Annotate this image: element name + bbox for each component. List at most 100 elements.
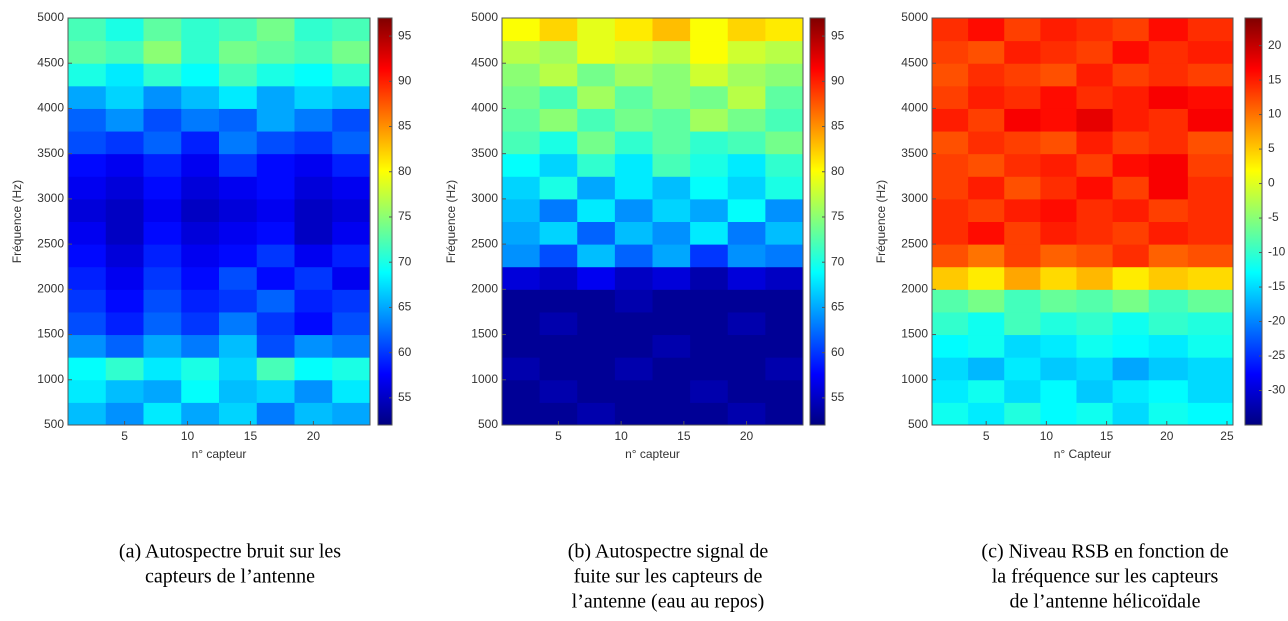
heatmap-cell xyxy=(68,176,107,200)
heatmap-cell xyxy=(727,63,766,87)
heatmap-cell xyxy=(1148,176,1189,200)
heatmap-cell xyxy=(332,379,371,403)
heatmap-cell xyxy=(219,311,258,336)
caption-line: (c) Niveau RSB en fonction de xyxy=(981,541,1228,563)
heatmap-cell xyxy=(143,85,182,109)
heatmap-cell xyxy=(219,244,258,268)
heatmap-cell xyxy=(690,85,729,109)
heatmap-cell xyxy=(968,289,1005,313)
heatmap-cell xyxy=(1187,153,1234,177)
heatmap-cell xyxy=(1112,266,1150,290)
heatmap-cell xyxy=(932,63,969,87)
heatmap-cell xyxy=(577,289,616,313)
heatmap-cell xyxy=(332,357,371,381)
heatmap-cell xyxy=(765,334,804,358)
heatmap-cell xyxy=(219,379,258,403)
heatmap-cell xyxy=(105,266,144,290)
heatmap-cell xyxy=(294,289,333,313)
heatmap-cell xyxy=(1112,18,1150,42)
heatmap-cell xyxy=(539,198,578,222)
heatmap-cell xyxy=(143,18,182,42)
heatmap-cell xyxy=(1004,221,1041,245)
heatmap-cell xyxy=(256,357,295,381)
heatmap-cell xyxy=(1076,311,1114,336)
heatmap-cell xyxy=(652,266,691,290)
heatmap-cell xyxy=(1004,244,1041,268)
heatmap-cell xyxy=(1076,153,1114,177)
heatmap-cell xyxy=(181,334,220,358)
heatmap-cell xyxy=(143,402,182,426)
heatmap-cell xyxy=(968,244,1005,268)
heatmap-cell xyxy=(727,85,766,109)
heatmap-cell xyxy=(1076,402,1114,426)
heatmap-cell xyxy=(1187,244,1234,268)
caption-line: fuite sur les capteurs de xyxy=(574,566,763,588)
heatmap-cell xyxy=(1112,289,1150,313)
heatmap-cell xyxy=(143,379,182,403)
colorbar-tick-label: 70 xyxy=(831,254,845,268)
heatmap-cell xyxy=(68,221,107,245)
heatmap-cell xyxy=(181,244,220,268)
heatmap-cell xyxy=(256,379,295,403)
heatmap-cell xyxy=(577,40,616,64)
heatmap-cell xyxy=(181,198,220,222)
heatmap-cell xyxy=(614,334,653,358)
heatmap-cell xyxy=(105,311,144,336)
heatmap-cell xyxy=(1187,334,1234,358)
y-tick-label: 1000 xyxy=(471,372,498,386)
heatmap-cell xyxy=(690,176,729,200)
y-tick-label: 2500 xyxy=(471,236,498,250)
heatmap-cell xyxy=(1187,289,1234,313)
heatmap-cell xyxy=(332,18,371,42)
heatmap-cell xyxy=(1004,357,1041,381)
heatmap-cell xyxy=(1040,131,1077,155)
heatmap-cell xyxy=(1040,266,1077,290)
heatmap-cell xyxy=(68,379,107,403)
y-tick-label: 3000 xyxy=(471,191,498,205)
heatmap-cell xyxy=(1148,18,1189,42)
heatmap-cell xyxy=(143,63,182,87)
heatmap-cell xyxy=(1004,63,1041,87)
heatmap-cell xyxy=(1040,63,1077,87)
heatmap-cell xyxy=(105,198,144,222)
colorbar xyxy=(377,17,393,426)
x-tick-label: 15 xyxy=(677,429,691,443)
heatmap-cell xyxy=(105,244,144,268)
heatmap-cell xyxy=(1040,402,1077,426)
colorbar-tick-label: 95 xyxy=(398,28,412,42)
heatmap-cell xyxy=(1004,131,1041,155)
heatmap-cell xyxy=(1076,108,1114,132)
heatmap-cell xyxy=(1076,131,1114,155)
heatmap-cell xyxy=(614,266,653,290)
heatmap-cell xyxy=(1187,379,1234,403)
heatmap-cell xyxy=(968,18,1005,42)
y-tick-label: 3500 xyxy=(901,146,928,160)
heatmap-cell xyxy=(68,85,107,109)
heatmap-cell xyxy=(294,198,333,222)
heatmap-cell xyxy=(727,289,766,313)
colorbar-tick-label: 10 xyxy=(1268,107,1282,121)
heatmap-cell xyxy=(765,176,804,200)
heatmap-cell xyxy=(1040,289,1077,313)
y-tick-label: 5000 xyxy=(901,10,928,24)
heatmap-cell xyxy=(539,131,578,155)
heatmap-cell xyxy=(1187,198,1234,222)
heatmap-cell xyxy=(968,266,1005,290)
heatmap-cell xyxy=(968,153,1005,177)
heatmap-cell xyxy=(502,153,541,177)
heatmap-cell xyxy=(294,18,333,42)
heatmap-cell xyxy=(143,334,182,358)
heatmap-cell xyxy=(294,266,333,290)
heatmap-cell xyxy=(1076,289,1114,313)
heatmap-cell xyxy=(256,40,295,64)
heatmap-cell xyxy=(652,108,691,132)
heatmap-cell xyxy=(1040,244,1077,268)
heatmap-cell xyxy=(256,311,295,336)
heatmap-cell xyxy=(219,198,258,222)
heatmap-cell xyxy=(219,289,258,313)
y-tick-label: 500 xyxy=(44,417,64,431)
heatmap-cell xyxy=(1148,40,1189,64)
heatmap-cell xyxy=(765,244,804,268)
heatmap-cell xyxy=(1076,334,1114,358)
heatmap-cell xyxy=(539,289,578,313)
